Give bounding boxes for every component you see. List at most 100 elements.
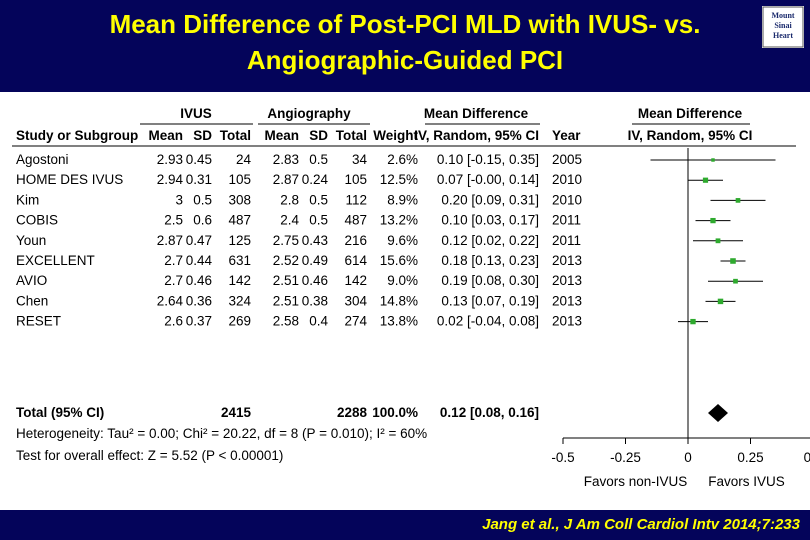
mount-sinai-heart-logo: Mount Sinai Heart (762, 6, 804, 48)
ivus-total: 308 (228, 192, 251, 207)
angio-sd: 0.49 (302, 253, 328, 268)
heterogeneity-text: Heterogeneity: Tau² = 0.00; Chi² = 20.22… (16, 426, 427, 441)
header-mean-difference-plot: Mean Difference (638, 106, 743, 121)
study-year: 2010 (552, 192, 582, 207)
angio-mean: 2.8 (280, 192, 299, 207)
ivus-total: 269 (228, 314, 251, 329)
favors-right-label: Favors IVUS (708, 474, 785, 489)
study-weight: 13.8% (380, 314, 418, 329)
study-ci: 0.10 [0.03, 0.17] (441, 213, 539, 228)
angio-mean: 2.52 (273, 253, 299, 268)
angio-sd: 0.5 (309, 192, 328, 207)
study-name: AVIO (16, 273, 47, 288)
citation: Jang et al., J Am Coll Cardiol Intv 2014… (482, 516, 800, 533)
total-label: Total (95% CI) (16, 405, 104, 420)
header-mean-difference: Mean Difference (424, 106, 529, 121)
total-weight: 100.0% (372, 405, 418, 420)
angio-sd: 0.24 (302, 172, 329, 187)
header-angiography: Angiography (267, 106, 351, 121)
ivus-total: 105 (228, 172, 251, 187)
logo-word: Mount (771, 11, 794, 20)
angio-mean: 2.51 (273, 273, 299, 288)
study-ci: 0.20 [0.09, 0.31] (441, 192, 539, 207)
ivus-mean: 3 (175, 192, 183, 207)
study-weight: 2.6% (387, 152, 418, 167)
angio-total: 112 (345, 192, 367, 207)
study-weight: 12.5% (380, 172, 418, 187)
x-tick-label: 0.5 (804, 450, 810, 465)
col-header-year: Year (552, 128, 581, 143)
study-weight: 9.6% (387, 233, 418, 248)
study-ci: 0.19 [0.08, 0.30] (441, 273, 539, 288)
col-header-weight: Weight (373, 128, 418, 143)
ivus-mean: 2.7 (164, 273, 183, 288)
study-year: 2011 (552, 213, 581, 228)
study-ci: 0.02 [-0.04, 0.08] (437, 314, 539, 329)
ivus-sd: 0.44 (186, 253, 213, 268)
ivus-mean: 2.6 (164, 314, 183, 329)
ivus-sd: 0.31 (186, 172, 212, 187)
effect-square (690, 318, 696, 325)
effect-square (715, 238, 721, 244)
effect-square (717, 298, 724, 305)
study-name: COBIS (16, 213, 58, 228)
study-name: RESET (16, 314, 61, 329)
angio-sd: 0.5 (309, 213, 328, 228)
angio-sd: 0.43 (302, 233, 328, 248)
ivus-sd: 0.36 (186, 293, 212, 308)
study-year: 2013 (552, 273, 582, 288)
col-header-study: Study or Subgroup (16, 128, 138, 143)
ivus-mean: 2.5 (164, 213, 183, 228)
study-ci: 0.12 [0.02, 0.22] (441, 233, 539, 248)
angio-mean: 2.83 (273, 152, 299, 167)
ivus-sd: 0.47 (186, 233, 212, 248)
angio-sd: 0.38 (302, 293, 328, 308)
ivus-total: 24 (236, 152, 252, 167)
effect-square (711, 158, 715, 162)
angio-mean: 2.4 (280, 213, 299, 228)
study-name: HOME DES IVUS (16, 172, 123, 187)
col-header-ci: IV, Random, 95% CI (414, 128, 539, 143)
col-header-ivus-sd: SD (193, 128, 212, 143)
study-year: 2013 (552, 293, 582, 308)
angio-mean: 2.87 (273, 172, 299, 187)
ivus-total: 324 (228, 293, 251, 308)
col-header-ci-plot: IV, Random, 95% CI (628, 128, 753, 143)
effect-square (735, 198, 741, 203)
header-ivus: IVUS (180, 106, 212, 121)
x-tick-label: -0.5 (551, 450, 574, 465)
study-year: 2013 (552, 253, 582, 268)
study-name: Agostoni (16, 152, 69, 167)
study-ci: 0.18 [0.13, 0.23] (441, 253, 539, 268)
col-header-angio-mean: Mean (264, 128, 299, 143)
angio-total: 304 (344, 293, 367, 308)
study-weight: 9.0% (387, 273, 418, 288)
angio-total: 142 (344, 273, 367, 288)
study-name: EXCELLENT (16, 253, 95, 268)
title-line-1: Mean Difference of Post-PCI MLD with IVU… (109, 9, 701, 39)
logo-word: Heart (773, 31, 793, 40)
study-year: 2011 (552, 233, 581, 248)
ivus-total: 631 (228, 253, 251, 268)
study-name: Chen (16, 293, 48, 308)
x-tick-label: 0 (684, 450, 692, 465)
logo-word: Sinai (774, 21, 792, 30)
effect-square (733, 278, 738, 284)
angio-sd: 0.5 (309, 152, 328, 167)
study-weight: 15.6% (380, 253, 418, 268)
study-weight: 14.8% (380, 293, 418, 308)
effect-square (710, 217, 716, 224)
study-ci: 0.07 [-0.00, 0.14] (437, 172, 539, 187)
angio-mean: 2.75 (273, 233, 299, 248)
angio-total: 105 (344, 172, 367, 187)
ivus-total: 142 (228, 273, 251, 288)
col-header-angio-sd: SD (309, 128, 328, 143)
study-year: 2005 (552, 152, 582, 167)
ivus-mean: 2.94 (157, 172, 184, 187)
effect-square (702, 177, 709, 183)
citation-bar: Jang et al., J Am Coll Cardiol Intv 2014… (0, 510, 810, 540)
angio-sd: 0.46 (302, 273, 328, 288)
ivus-mean: 2.93 (157, 152, 183, 167)
study-name: Youn (16, 233, 46, 248)
